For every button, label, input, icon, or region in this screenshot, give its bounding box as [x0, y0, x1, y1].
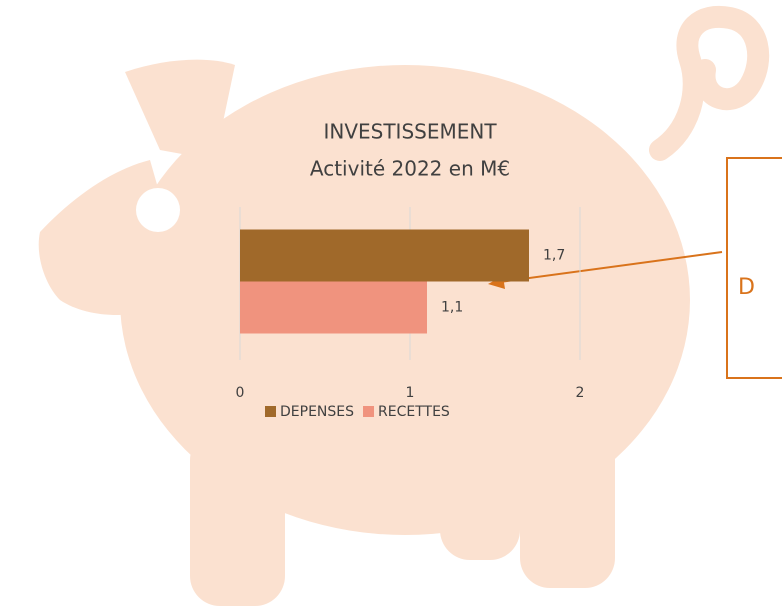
chart-title: INVESTISSEMENT — [323, 120, 497, 144]
x-tick-label: 1 — [406, 385, 415, 401]
callout-text: D — [738, 275, 755, 300]
legend-label: DEPENSES — [280, 404, 354, 420]
value-label: 1,1 — [441, 300, 463, 316]
callout-box — [727, 158, 782, 378]
pig-eye — [136, 188, 180, 232]
value-label: 1,7 — [543, 248, 565, 264]
bar — [240, 282, 427, 334]
bar — [240, 230, 529, 282]
legend-swatch — [265, 406, 276, 417]
chart: D INVESTISSEMENT Activité 2022 en M€ 0 1 2… — [0, 0, 782, 608]
chart-subtitle: Activité 2022 en M€ — [310, 157, 510, 181]
page: {"chart_data": { "type": "bar", "orienta… — [0, 0, 782, 608]
x-tick-label: 0 — [236, 385, 245, 401]
legend-swatch — [363, 406, 374, 417]
x-tick-label: 2 — [576, 385, 585, 401]
legend-label: RECETTES — [378, 404, 450, 420]
pig-tail — [660, 17, 758, 150]
